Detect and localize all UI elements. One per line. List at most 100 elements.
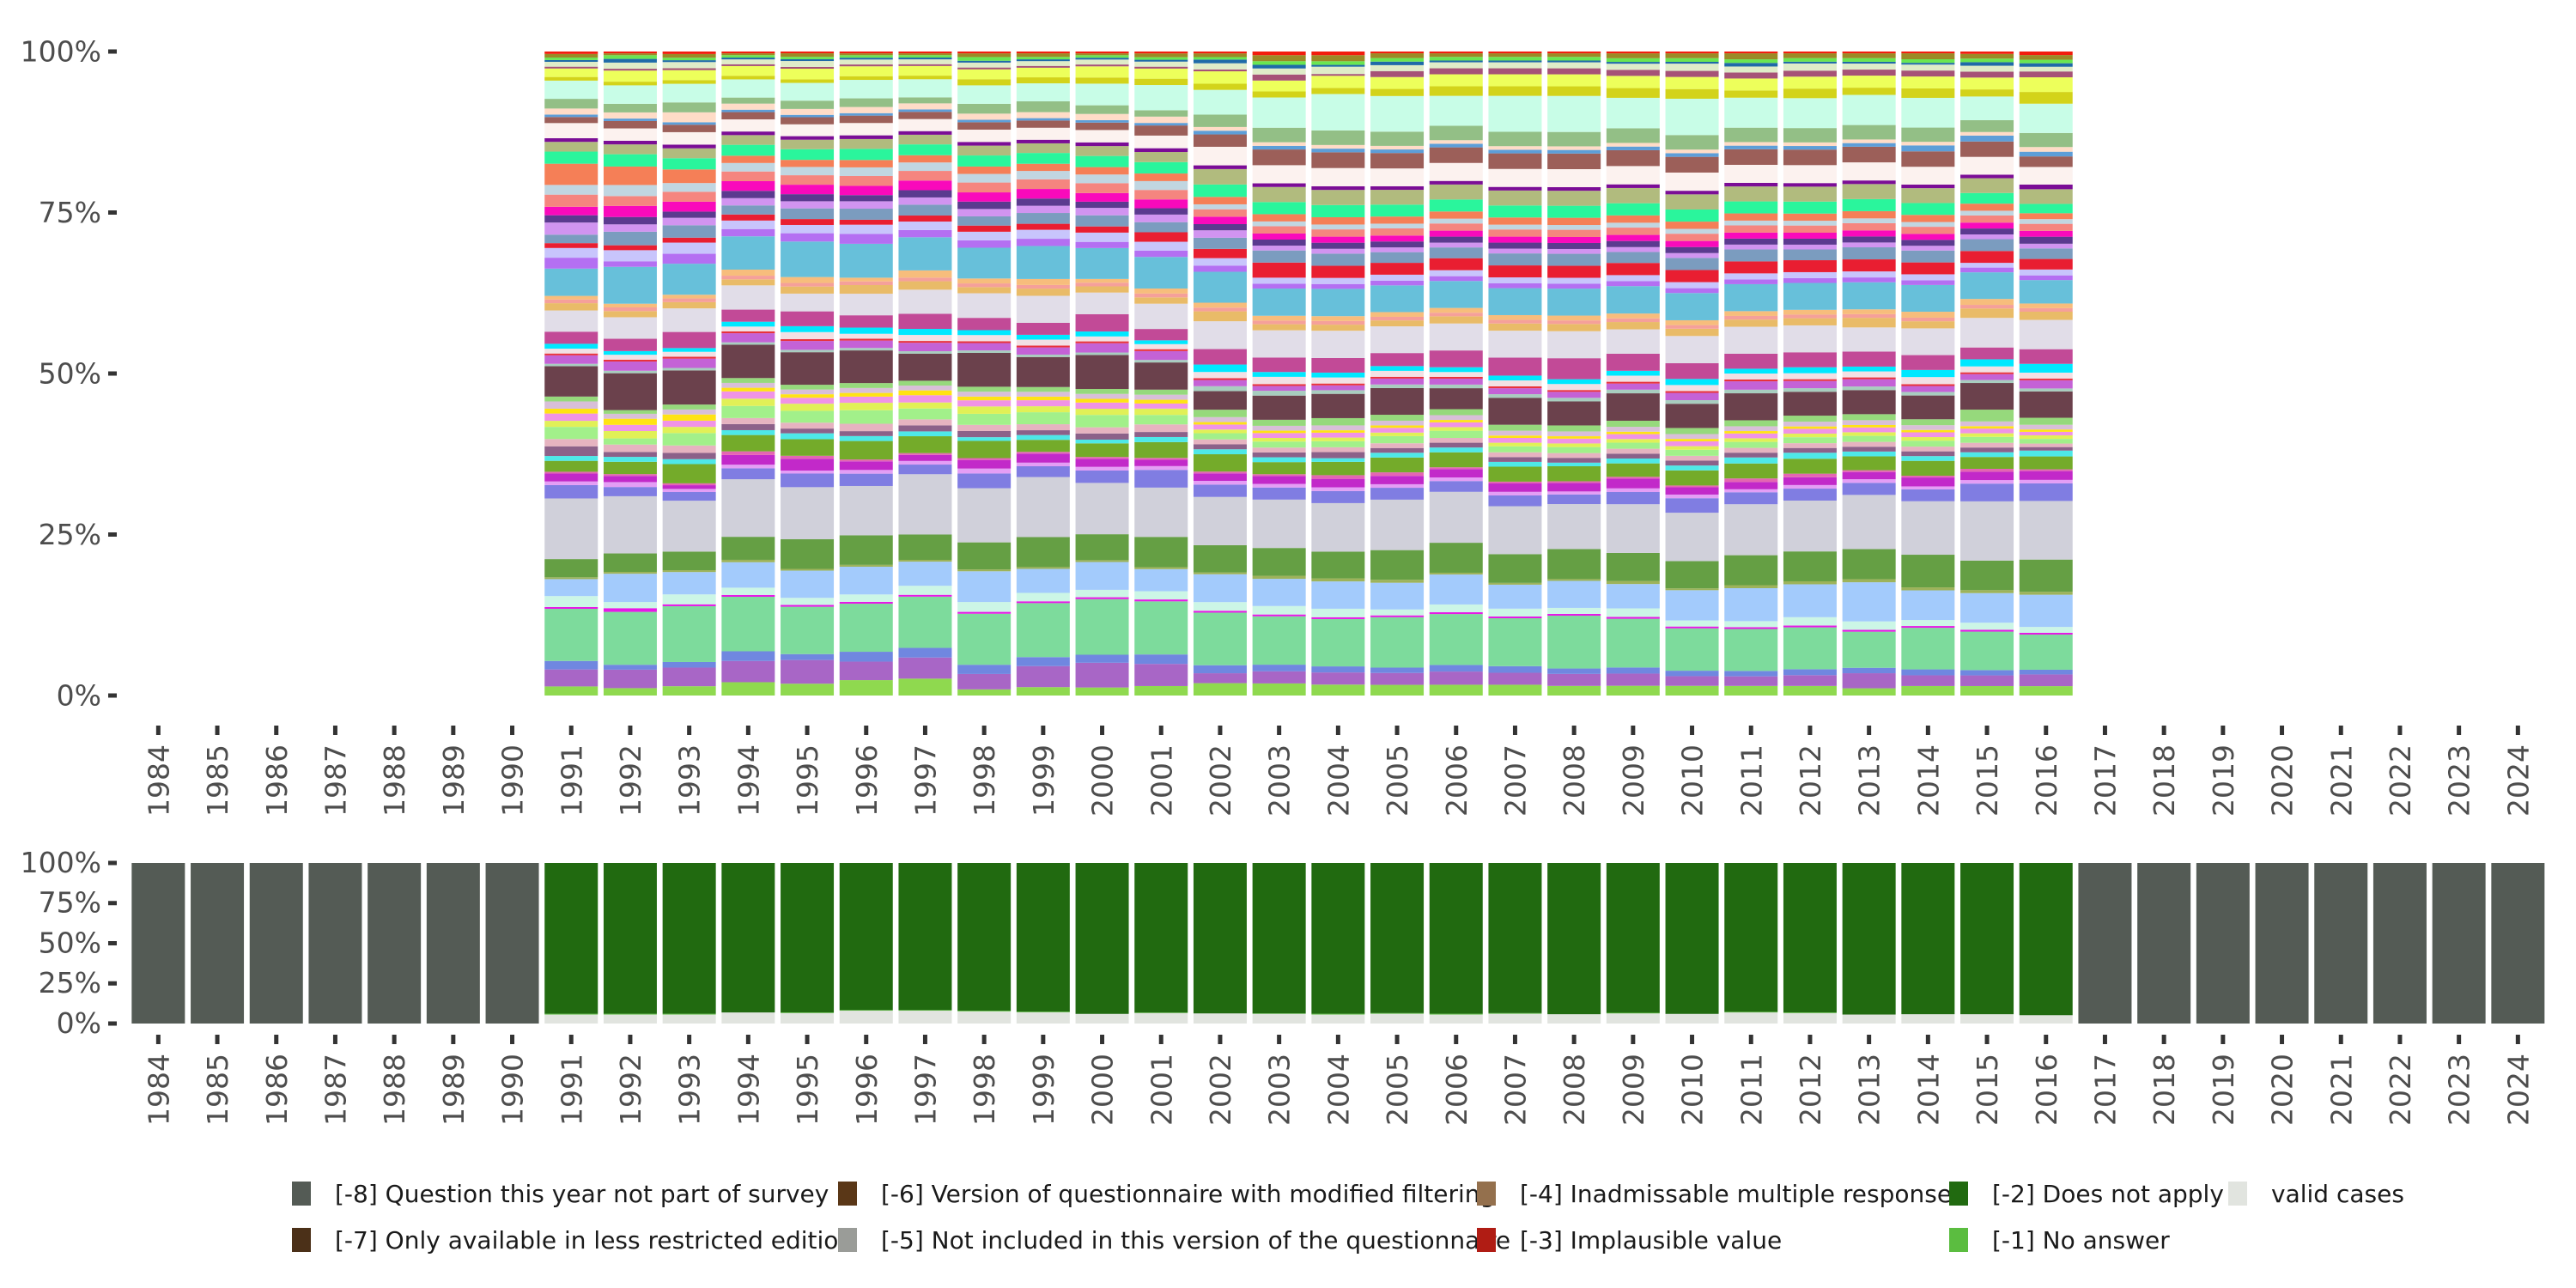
bar-segment-band-11 xyxy=(1370,488,1425,500)
bar-segment-band-45 xyxy=(957,173,1012,183)
bar-segment-band-09 xyxy=(544,559,598,578)
bar-segment-band-46 xyxy=(1724,213,1778,221)
bar-segment-band-59 xyxy=(2019,66,2073,72)
bar-segment-band-57 xyxy=(662,70,716,81)
bar-segment-band-19 xyxy=(781,410,835,423)
bar-segment-band-36 xyxy=(1783,283,1837,310)
bar-segment-band-22 xyxy=(1960,426,2014,429)
stacked-bar-1997 xyxy=(898,52,952,696)
bar-segment-band-24 xyxy=(1016,386,1070,392)
bar-segment-band-40 xyxy=(1547,253,1601,266)
x-tick-label: 2002 xyxy=(1204,1054,1237,1126)
bar-segment-band-61 xyxy=(1134,57,1188,60)
bar-segment-band-21 xyxy=(1547,438,1601,444)
bar-segment-band-15 xyxy=(1016,440,1070,453)
bar-segment-band-15 xyxy=(1429,452,1483,468)
bar-segment-band-40 xyxy=(1370,252,1425,264)
bar-segment-band-16 xyxy=(662,459,716,465)
bar-segment-band-48 xyxy=(1252,186,1306,203)
bar-segment-band-35 xyxy=(1252,315,1306,321)
bar-segment-band-36 xyxy=(957,247,1012,279)
bar-segment-band-14 xyxy=(1252,474,1306,477)
legend-swatch xyxy=(1477,1228,1496,1252)
bar-segment-band-40 xyxy=(957,216,1012,226)
bar-segment-band-50 xyxy=(1311,167,1365,186)
bar-segment-band-51 xyxy=(1665,156,1719,173)
bar-segment-band-31 xyxy=(662,331,716,349)
x-tick-mark xyxy=(1571,1035,1577,1044)
bar-segment-band-52 xyxy=(1960,135,2014,142)
bar-segment-band-15 xyxy=(544,460,598,472)
bar-segment--2-does-not-apply xyxy=(1488,863,1542,1013)
bar-segment-band-05 xyxy=(781,605,835,607)
x-tick-mark xyxy=(1925,1035,1930,1044)
bar-segment-band-22 xyxy=(1193,422,1247,425)
bar-segment-band-41 xyxy=(1311,248,1365,254)
bar-segment-band-43 xyxy=(1960,222,2014,229)
bar-segment-band-59 xyxy=(1606,64,1660,70)
x-tick-mark xyxy=(981,1035,987,1044)
bar-segment-band-08 xyxy=(603,572,657,574)
bar-segment-band-37 xyxy=(839,234,893,244)
bar-segment-band-41 xyxy=(2019,243,2073,249)
bar-segment-band-56 xyxy=(603,82,657,86)
bar-segment--8-question-this-year-not-part-of-survey xyxy=(2314,863,2368,1024)
bar-segment-band-39 xyxy=(1488,265,1542,278)
stacked-bar-2020 xyxy=(2255,863,2309,1024)
bar-segment-band-39 xyxy=(721,214,775,221)
bar-segment-band-01 xyxy=(544,686,598,696)
bar-segment-band-37 xyxy=(544,258,598,269)
bar-segment-band-57 xyxy=(1901,76,1955,88)
bar-segment-band-30 xyxy=(1783,367,1837,374)
bar-segment-band-21 xyxy=(1724,433,1778,439)
bar-segment-band-24 xyxy=(1252,419,1306,426)
stacked-bar-2015 xyxy=(1960,863,2014,1024)
legend-label: [-3] Implausible value xyxy=(1520,1225,1783,1255)
bar-segment--1-no-answer xyxy=(1488,1012,1542,1014)
bar-segment-band-27 xyxy=(1547,392,1601,398)
bar-segment-band-60 xyxy=(1606,62,1660,64)
bar-segment-band-37 xyxy=(1193,265,1247,272)
bar-segment-band-50 xyxy=(2019,167,2073,185)
bar-segment-band-43 xyxy=(2019,230,2073,237)
x-tick-label: 2016 xyxy=(2030,744,2063,817)
bar-segment-band-49 xyxy=(1370,185,1425,191)
x-tick-mark xyxy=(2044,1035,2049,1044)
x-tick-mark xyxy=(451,1035,456,1044)
bar-segment-band-38 xyxy=(1311,277,1365,284)
bar-segment-band-13 xyxy=(1724,482,1778,489)
bar-segment-band-33 xyxy=(603,311,657,318)
bar-segment-band-31 xyxy=(721,309,775,322)
bar-segment-band-05 xyxy=(1547,613,1601,617)
bar-segment-band-53 xyxy=(544,108,598,115)
bar-segment-band-26 xyxy=(1960,380,2014,384)
bar-segment-band-38 xyxy=(1075,232,1129,242)
bar-segment-band-60 xyxy=(1134,59,1188,62)
bar-segment-band-06 xyxy=(1193,602,1247,611)
bar-segment-band-15 xyxy=(1724,463,1778,479)
x-tick-mark xyxy=(1690,1035,1695,1044)
bar-segment-band-54 xyxy=(1783,128,1837,143)
bar-segment-band-61 xyxy=(1075,55,1129,58)
bar-segment-band-33 xyxy=(1193,311,1247,322)
bar-segment-band-48 xyxy=(1901,188,1955,204)
bar-segment-band-08 xyxy=(1193,572,1247,574)
bar-segment-band-54 xyxy=(1134,110,1188,117)
bar-segment-band-15 xyxy=(1252,462,1306,475)
bar-segment-band-25 xyxy=(1134,362,1188,390)
bar-segment-band-19 xyxy=(603,438,657,445)
bar-segment--2-does-not-apply xyxy=(1075,863,1129,1014)
bar-segment-band-20 xyxy=(1134,408,1188,416)
x-tick-mark xyxy=(568,726,574,735)
bar-segment-band-35 xyxy=(2019,303,2073,308)
bar-segment-band-44 xyxy=(781,175,835,185)
bar-segment-band-55 xyxy=(839,80,893,99)
bar-segment-band-54 xyxy=(1370,131,1425,146)
bar-segment-band-03 xyxy=(1606,667,1660,674)
bar-segment-band-48 xyxy=(1370,190,1425,205)
bar-segment-band-45 xyxy=(603,185,657,197)
bar-segment-band-22 xyxy=(1724,431,1778,434)
bar-segment-band-40 xyxy=(1842,247,1896,260)
bar-segment-band-08 xyxy=(1783,580,1837,585)
bar-segment-band-02 xyxy=(1193,673,1247,683)
